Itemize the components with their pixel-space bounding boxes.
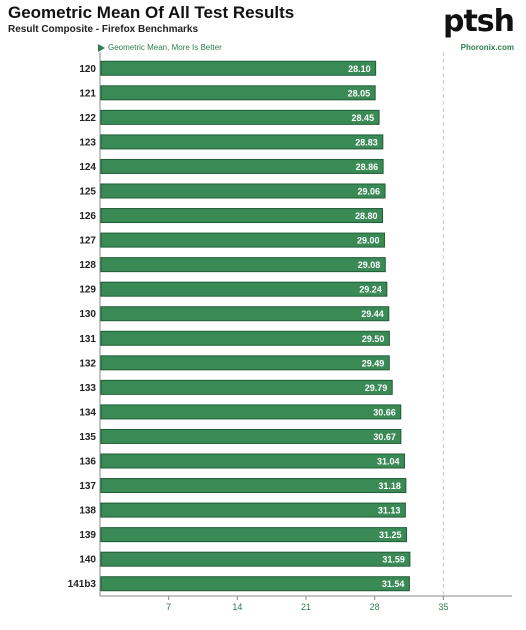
value-label-120: 28.10 — [348, 64, 371, 74]
bar-141b3 — [100, 576, 410, 592]
category-label-138: 138 — [79, 506, 96, 517]
category-label-131: 131 — [79, 334, 96, 345]
x-tick-label-21: 21 — [301, 602, 311, 612]
category-label-129: 129 — [79, 285, 96, 296]
bar-134 — [100, 404, 402, 420]
category-label-124: 124 — [79, 162, 96, 173]
bar-138 — [100, 502, 406, 518]
value-label-125: 29.06 — [358, 187, 381, 197]
category-label-134: 134 — [79, 407, 96, 418]
legend-text: Geometric Mean, More Is Better — [108, 43, 222, 52]
x-tick-label-14: 14 — [232, 602, 242, 612]
category-label-121: 121 — [79, 88, 96, 99]
category-label-133: 133 — [79, 383, 96, 394]
category-label-140: 140 — [79, 555, 96, 566]
value-label-127: 29.00 — [357, 236, 380, 246]
bar-128 — [100, 257, 386, 273]
category-label-127: 127 — [79, 236, 96, 247]
value-label-128: 29.08 — [358, 260, 381, 270]
bar-137 — [100, 478, 407, 494]
category-label-132: 132 — [79, 358, 96, 369]
value-label-124: 28.86 — [356, 162, 379, 172]
value-label-134: 30.66 — [373, 407, 396, 417]
value-label-129: 29.24 — [359, 285, 382, 295]
bar-132 — [100, 355, 390, 371]
bar-124 — [100, 158, 384, 174]
x-tick-label-35: 35 — [438, 602, 448, 612]
legend-triangle-icon — [98, 43, 105, 52]
bar-126 — [100, 208, 384, 224]
value-label-139: 31.25 — [379, 530, 402, 540]
category-label-139: 139 — [79, 530, 96, 541]
value-label-123: 28.83 — [355, 137, 378, 147]
bar-131 — [100, 330, 390, 346]
bar-127 — [100, 232, 385, 248]
bar-121 — [100, 85, 376, 101]
value-label-121: 28.05 — [348, 88, 371, 98]
value-label-141b3: 31.54 — [382, 579, 405, 589]
category-label-123: 123 — [79, 137, 96, 148]
value-label-131: 29.50 — [362, 334, 385, 344]
category-label-122: 122 — [79, 113, 96, 124]
chart-legend: Geometric Mean, More Is Better — [98, 43, 222, 52]
value-label-138: 31.13 — [378, 506, 401, 516]
category-label-130: 130 — [79, 309, 96, 320]
bar-125 — [100, 183, 386, 199]
bar-122 — [100, 109, 380, 125]
category-label-135: 135 — [79, 432, 96, 443]
value-label-126: 28.80 — [355, 211, 378, 221]
category-label-128: 128 — [79, 260, 96, 271]
x-tick-label-28: 28 — [370, 602, 380, 612]
value-label-135: 30.67 — [373, 432, 396, 442]
category-label-141b3: 141b3 — [68, 579, 97, 590]
value-label-140: 31.59 — [382, 555, 405, 565]
x-tick-label-7: 7 — [166, 602, 171, 612]
bar-136 — [100, 453, 405, 469]
chart-subtitle: Result Composite - Firefox Benchmarks — [8, 24, 199, 35]
category-label-120: 120 — [79, 64, 96, 75]
category-label-136: 136 — [79, 457, 96, 468]
source-label: Phoronix.com — [460, 43, 514, 52]
category-label-137: 137 — [79, 481, 96, 492]
bar-130 — [100, 306, 390, 322]
bar-135 — [100, 428, 402, 444]
bar-133 — [100, 379, 393, 395]
value-label-133: 29.79 — [365, 383, 388, 393]
value-label-130: 29.44 — [361, 309, 384, 319]
category-label-126: 126 — [79, 211, 96, 222]
chart-title: Geometric Mean Of All Test Results — [8, 3, 295, 22]
category-label-125: 125 — [79, 187, 96, 198]
bar-140 — [100, 551, 411, 567]
value-label-122: 28.45 — [352, 113, 375, 123]
value-label-136: 31.04 — [377, 457, 400, 467]
bar-120 — [100, 60, 377, 76]
bar-139 — [100, 527, 408, 543]
value-label-137: 31.18 — [378, 481, 401, 491]
bar-129 — [100, 281, 388, 297]
value-label-132: 29.49 — [362, 358, 385, 368]
pts-logo: ptsh — [442, 4, 515, 39]
bar-123 — [100, 134, 384, 150]
